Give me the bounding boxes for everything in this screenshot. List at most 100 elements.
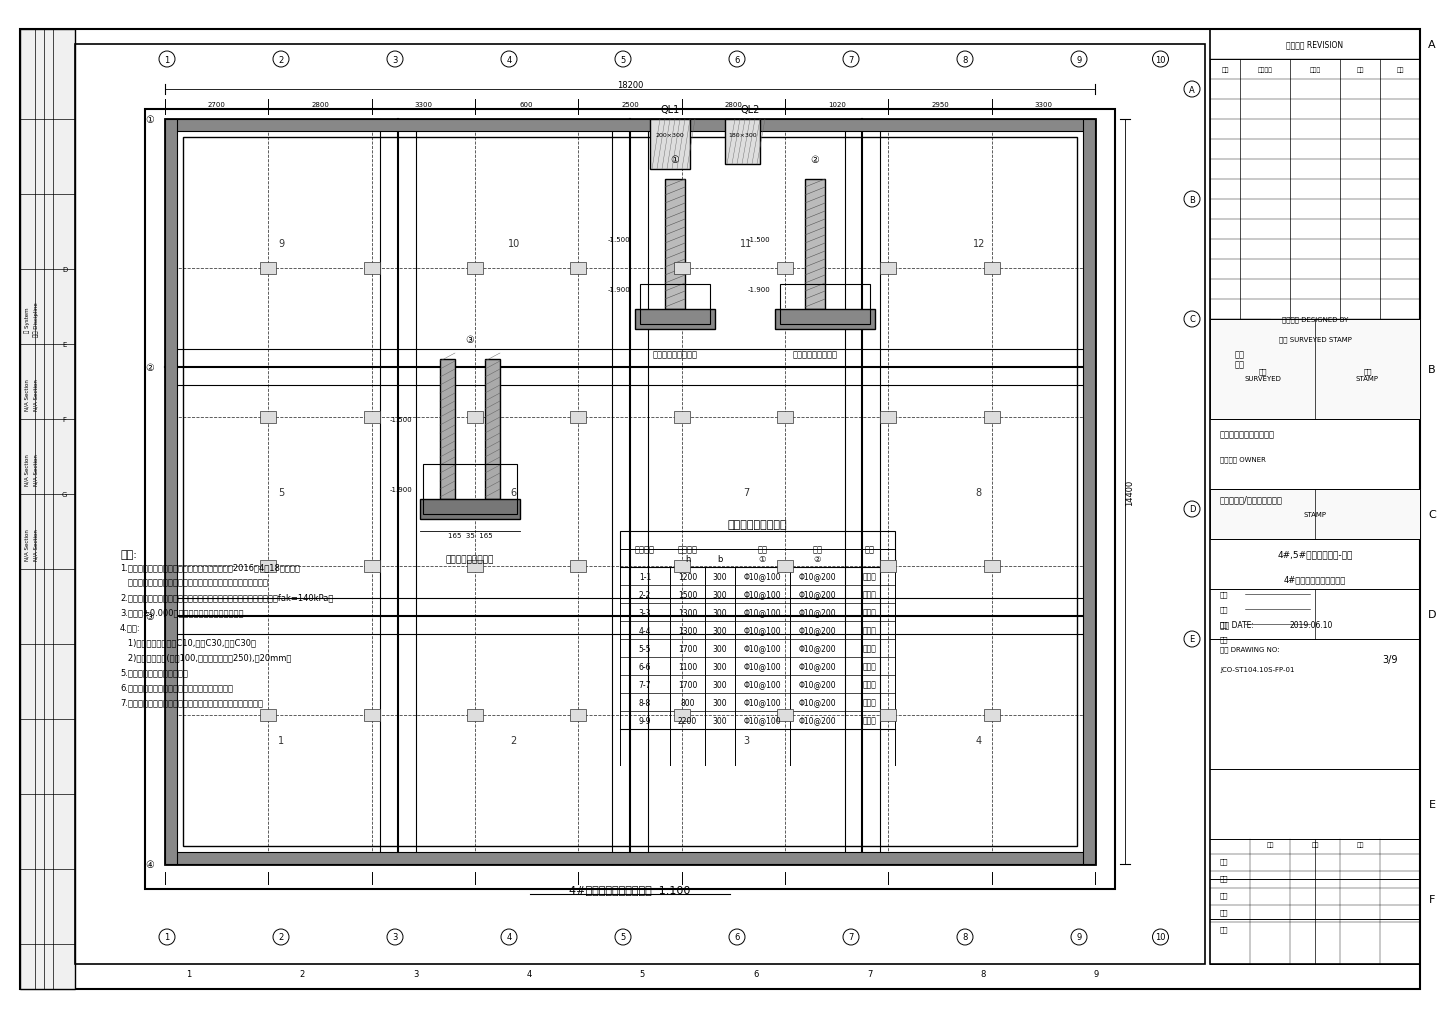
Text: 300: 300 xyxy=(713,608,727,616)
Text: 边墙二: 边墙二 xyxy=(863,698,877,707)
Text: 批准: 批准 xyxy=(1220,926,1228,932)
Bar xyxy=(778,412,793,424)
Text: 2-2: 2-2 xyxy=(639,590,651,599)
Bar xyxy=(649,120,690,170)
Text: 5-5: 5-5 xyxy=(639,644,651,653)
Text: 6: 6 xyxy=(511,487,517,497)
Text: 系 System: 系 System xyxy=(24,307,30,332)
Text: 800: 800 xyxy=(680,698,694,707)
Text: Φ10@100: Φ10@100 xyxy=(743,608,782,616)
Text: 箍筋: 箍筋 xyxy=(812,545,822,554)
Text: 审定: 审定 xyxy=(1220,636,1228,643)
Text: 4#,5#多层宿舍楼一-结构: 4#,5#多层宿舍楼一-结构 xyxy=(1277,550,1352,559)
Text: 18200: 18200 xyxy=(616,81,644,90)
Text: 设计单位 DESIGNED BY: 设计单位 DESIGNED BY xyxy=(1282,316,1348,323)
Text: Φ10@200: Φ10@200 xyxy=(799,698,837,707)
Text: 审核: 审核 xyxy=(1356,67,1364,72)
Text: 14400: 14400 xyxy=(1126,479,1135,505)
Bar xyxy=(674,709,690,721)
Text: Φ10@100: Φ10@100 xyxy=(743,572,782,581)
Bar xyxy=(621,532,896,568)
Text: 300: 300 xyxy=(713,698,727,707)
Text: 设计
单位: 设计 单位 xyxy=(1236,350,1246,369)
Text: Φ10@100: Φ10@100 xyxy=(743,590,782,599)
Text: 1700: 1700 xyxy=(678,644,697,653)
Text: 3: 3 xyxy=(392,932,397,942)
Text: ②: ② xyxy=(811,155,819,165)
Text: 2200: 2200 xyxy=(678,715,697,725)
Bar xyxy=(75,45,1205,964)
Text: 备注: 备注 xyxy=(865,545,876,554)
Text: 3/9: 3/9 xyxy=(1382,654,1398,664)
Bar xyxy=(635,310,716,330)
Text: 1)垫层混凝土，垫层C10,无筋C30,抗震C30；: 1)垫层混凝土，垫层C10,无筋C30,抗震C30； xyxy=(120,638,256,647)
Text: 2: 2 xyxy=(300,969,305,978)
Text: 设计: 设计 xyxy=(1220,858,1228,864)
Text: 7: 7 xyxy=(848,55,854,64)
Text: 8: 8 xyxy=(962,55,968,64)
Text: 2: 2 xyxy=(278,55,284,64)
Bar xyxy=(467,263,482,275)
Text: 300: 300 xyxy=(713,715,727,725)
Text: 黑龙江达达农业有限公司: 黑龙江达达农业有限公司 xyxy=(1220,430,1274,439)
Text: Φ10@200: Φ10@200 xyxy=(799,608,837,616)
Text: 1: 1 xyxy=(278,735,284,745)
Text: Φ10@100: Φ10@100 xyxy=(743,715,782,725)
Text: 边墙二: 边墙二 xyxy=(863,715,877,725)
Text: 图号 DRAWING NO:: 图号 DRAWING NO: xyxy=(1220,646,1280,652)
Text: 设计
STAMP: 设计 STAMP xyxy=(1356,368,1380,381)
Bar xyxy=(570,263,586,275)
Text: 2.本土工地基承载能力，采用基础上基本承载能力，地基承载力特征值fak=140kPa。: 2.本土工地基承载能力，采用基础上基本承载能力，地基承载力特征值fak=140k… xyxy=(120,593,334,602)
Bar xyxy=(166,120,1094,131)
Text: 审核: 审核 xyxy=(1220,622,1228,628)
Text: 边墙一: 边墙一 xyxy=(863,662,877,671)
Text: 1300: 1300 xyxy=(678,626,697,635)
Text: 200×300: 200×300 xyxy=(655,132,684,138)
Text: 校对: 校对 xyxy=(1220,606,1228,612)
Text: Φ10@200: Φ10@200 xyxy=(799,626,837,635)
Text: N/A Section: N/A Section xyxy=(33,529,39,560)
Text: 6: 6 xyxy=(753,969,759,978)
Text: E: E xyxy=(1428,799,1436,809)
Text: 10: 10 xyxy=(1155,55,1166,64)
Text: ④: ④ xyxy=(145,859,154,869)
Bar xyxy=(1210,320,1270,399)
Text: 300: 300 xyxy=(713,644,727,653)
Bar xyxy=(780,284,870,325)
Text: 边墙二: 边墙二 xyxy=(863,590,877,599)
Text: 专业 Discipline: 专业 Discipline xyxy=(33,303,39,337)
Text: 5: 5 xyxy=(621,932,625,942)
Text: Φ10@200: Φ10@200 xyxy=(799,572,837,581)
Text: 设计: 设计 xyxy=(1220,591,1228,598)
Bar xyxy=(423,465,517,515)
Text: 600: 600 xyxy=(520,102,533,108)
Text: Φ10@100: Φ10@100 xyxy=(743,680,782,689)
Bar xyxy=(570,412,586,424)
Bar xyxy=(364,263,380,275)
Text: -1.900: -1.900 xyxy=(608,286,631,292)
Text: 3.本工程±0.000相当于绝对标高以地勘报告附图: 3.本工程±0.000相当于绝对标高以地勘报告附图 xyxy=(120,608,243,616)
Text: ②: ② xyxy=(814,554,821,562)
Bar xyxy=(880,709,896,721)
Text: 1: 1 xyxy=(164,932,170,942)
Text: F: F xyxy=(1428,894,1436,904)
Text: Φ10@100: Φ10@100 xyxy=(743,698,782,707)
Text: Φ10@100: Φ10@100 xyxy=(743,644,782,653)
Bar xyxy=(364,412,380,424)
Bar xyxy=(1210,489,1420,539)
Bar xyxy=(570,709,586,721)
Text: 2500: 2500 xyxy=(621,102,639,108)
Text: JCO-ST104.10S-FP-01: JCO-ST104.10S-FP-01 xyxy=(1220,666,1295,673)
Bar xyxy=(880,263,896,275)
Text: B: B xyxy=(1189,196,1195,204)
Bar xyxy=(775,310,876,330)
Bar xyxy=(364,560,380,573)
Text: b: b xyxy=(717,554,723,562)
Text: 4: 4 xyxy=(527,969,531,978)
Bar xyxy=(261,263,276,275)
Text: ③: ③ xyxy=(145,611,154,621)
Text: STAMP: STAMP xyxy=(1303,512,1326,518)
Text: 版次: 版次 xyxy=(1221,67,1228,72)
Text: E: E xyxy=(1189,635,1195,644)
Text: 勘察
SURVEYED: 勘察 SURVEYED xyxy=(1244,368,1282,381)
